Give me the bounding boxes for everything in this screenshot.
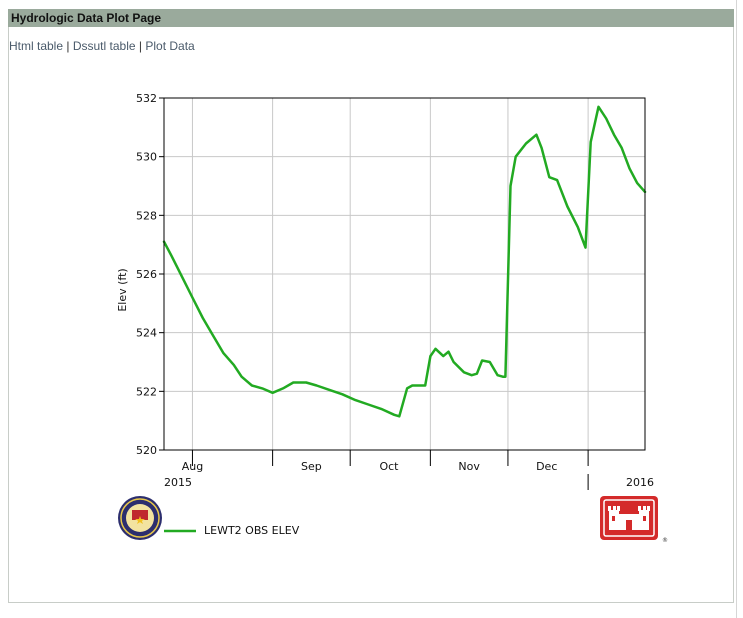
dssutl-table-link[interactable]: Dssutl table [72,39,136,53]
link-separator: | [138,39,143,53]
html-table-link[interactable]: Html table [9,39,64,53]
page-frame [8,9,734,603]
page-scrollbar[interactable] [735,0,743,618]
page-title: Hydrologic Data Plot Page [8,9,734,27]
link-bar: Html table | Dssutl table | Plot Data [9,39,195,53]
link-separator: | [66,39,70,53]
scrollbar-track[interactable] [736,0,742,618]
legend-series-label: LEWT2 OBS ELEV [204,524,300,537]
plot-data-link[interactable]: Plot Data [145,39,195,53]
